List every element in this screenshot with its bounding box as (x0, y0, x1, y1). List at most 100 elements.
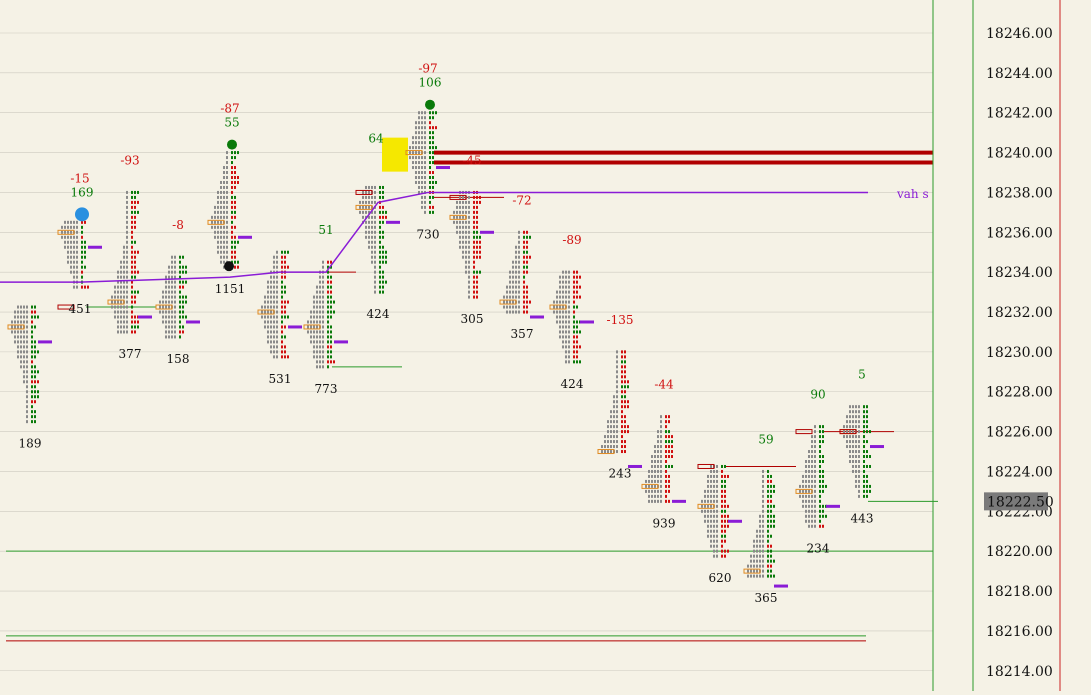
volume-cell (814, 484, 816, 488)
volume-cell (613, 410, 615, 414)
delta-cell (432, 180, 434, 184)
volume-cell (316, 355, 318, 359)
volume-cell (26, 360, 28, 364)
volume-cell (565, 340, 567, 344)
volume-cell (362, 190, 364, 194)
delta-cell (767, 544, 769, 548)
delta-cell (621, 370, 623, 374)
volume-cell (465, 260, 467, 264)
volume-cell (61, 225, 63, 229)
volume-cell (465, 270, 467, 274)
volume-cell (759, 554, 761, 558)
volume-cell (23, 370, 25, 374)
volume-cell (165, 290, 167, 294)
volume-cell (562, 345, 564, 349)
delta-cell (137, 325, 139, 329)
delta-cell (379, 190, 381, 194)
volume-cell (421, 185, 423, 189)
volume-cell (374, 235, 376, 239)
volume-cell (162, 305, 164, 309)
delta-cell (234, 215, 236, 219)
delta-cell (382, 260, 384, 264)
volume-cell (214, 230, 216, 234)
volume-cell (648, 489, 650, 493)
volume-cell (23, 345, 25, 349)
delta-cell (822, 435, 824, 439)
delta-cell (721, 554, 723, 558)
volume-cell (418, 111, 420, 115)
volume-cell (126, 265, 128, 269)
volume-cell (465, 265, 467, 269)
delta-cell (131, 320, 133, 324)
volume-cell (421, 171, 423, 175)
volume-cell (462, 230, 464, 234)
delta-cell (327, 265, 329, 269)
delta-cell (863, 450, 865, 454)
volume-cell (421, 141, 423, 145)
delta-cell (284, 250, 286, 254)
delta-cell (665, 499, 667, 503)
volume-cell (120, 325, 122, 329)
delta-cell (523, 310, 525, 314)
volume-cell (126, 260, 128, 264)
delta-cell (34, 370, 36, 374)
volume-cell (23, 380, 25, 384)
volume-cell (710, 484, 712, 488)
delta-cell (231, 245, 233, 249)
volume-cell (123, 260, 125, 264)
volume-cell (126, 330, 128, 334)
delta-cell (576, 330, 578, 334)
price-tick-label: 18246.00 (986, 26, 1053, 42)
volume-cell (456, 215, 458, 219)
volume-cell (610, 410, 612, 414)
volume-cell (270, 275, 272, 279)
delta-cell (131, 210, 133, 214)
volume-cell (168, 305, 170, 309)
volume-cell (601, 450, 603, 454)
delta-cell (281, 345, 283, 349)
delta-cell (627, 400, 629, 404)
open-marker (355, 189, 373, 195)
volume-cell (855, 445, 857, 449)
volume-cell (359, 210, 361, 214)
volume-cell (273, 265, 275, 269)
delta-cell (621, 380, 623, 384)
delta-cell (237, 180, 239, 184)
volume-cell (267, 280, 269, 284)
volume-cell (322, 265, 324, 269)
volume-cell (651, 479, 653, 483)
volume-cell (316, 365, 318, 369)
volume-cell (424, 161, 426, 165)
volume-cell (270, 340, 272, 344)
delta-cell (523, 245, 525, 249)
volume-cell (319, 300, 321, 304)
delta-cell (131, 230, 133, 234)
poc-marker (355, 204, 373, 210)
delta-cell (330, 330, 332, 334)
volume-cell (26, 410, 28, 414)
delta-cell (131, 190, 133, 194)
delta-cell (819, 464, 821, 468)
volume-cell (415, 146, 417, 150)
volume-cell (374, 290, 376, 294)
volume-cell (165, 335, 167, 339)
delta-cell (382, 245, 384, 249)
volume-cell (226, 175, 228, 179)
volume-cell (276, 325, 278, 329)
volume-cell (753, 569, 755, 573)
delta-cell (379, 220, 381, 224)
volume-cell (226, 180, 228, 184)
volume-cell (562, 310, 564, 314)
delta-cell (863, 405, 865, 409)
volume-cell (223, 230, 225, 234)
delta-cell (767, 514, 769, 518)
volume-cell (26, 350, 28, 354)
volume-cell (468, 250, 470, 254)
volume-cell (808, 509, 810, 513)
bar-volume-count: 365 (755, 591, 778, 605)
delta-cell (529, 255, 531, 259)
volume-cell (607, 450, 609, 454)
volume-cell (759, 539, 761, 543)
